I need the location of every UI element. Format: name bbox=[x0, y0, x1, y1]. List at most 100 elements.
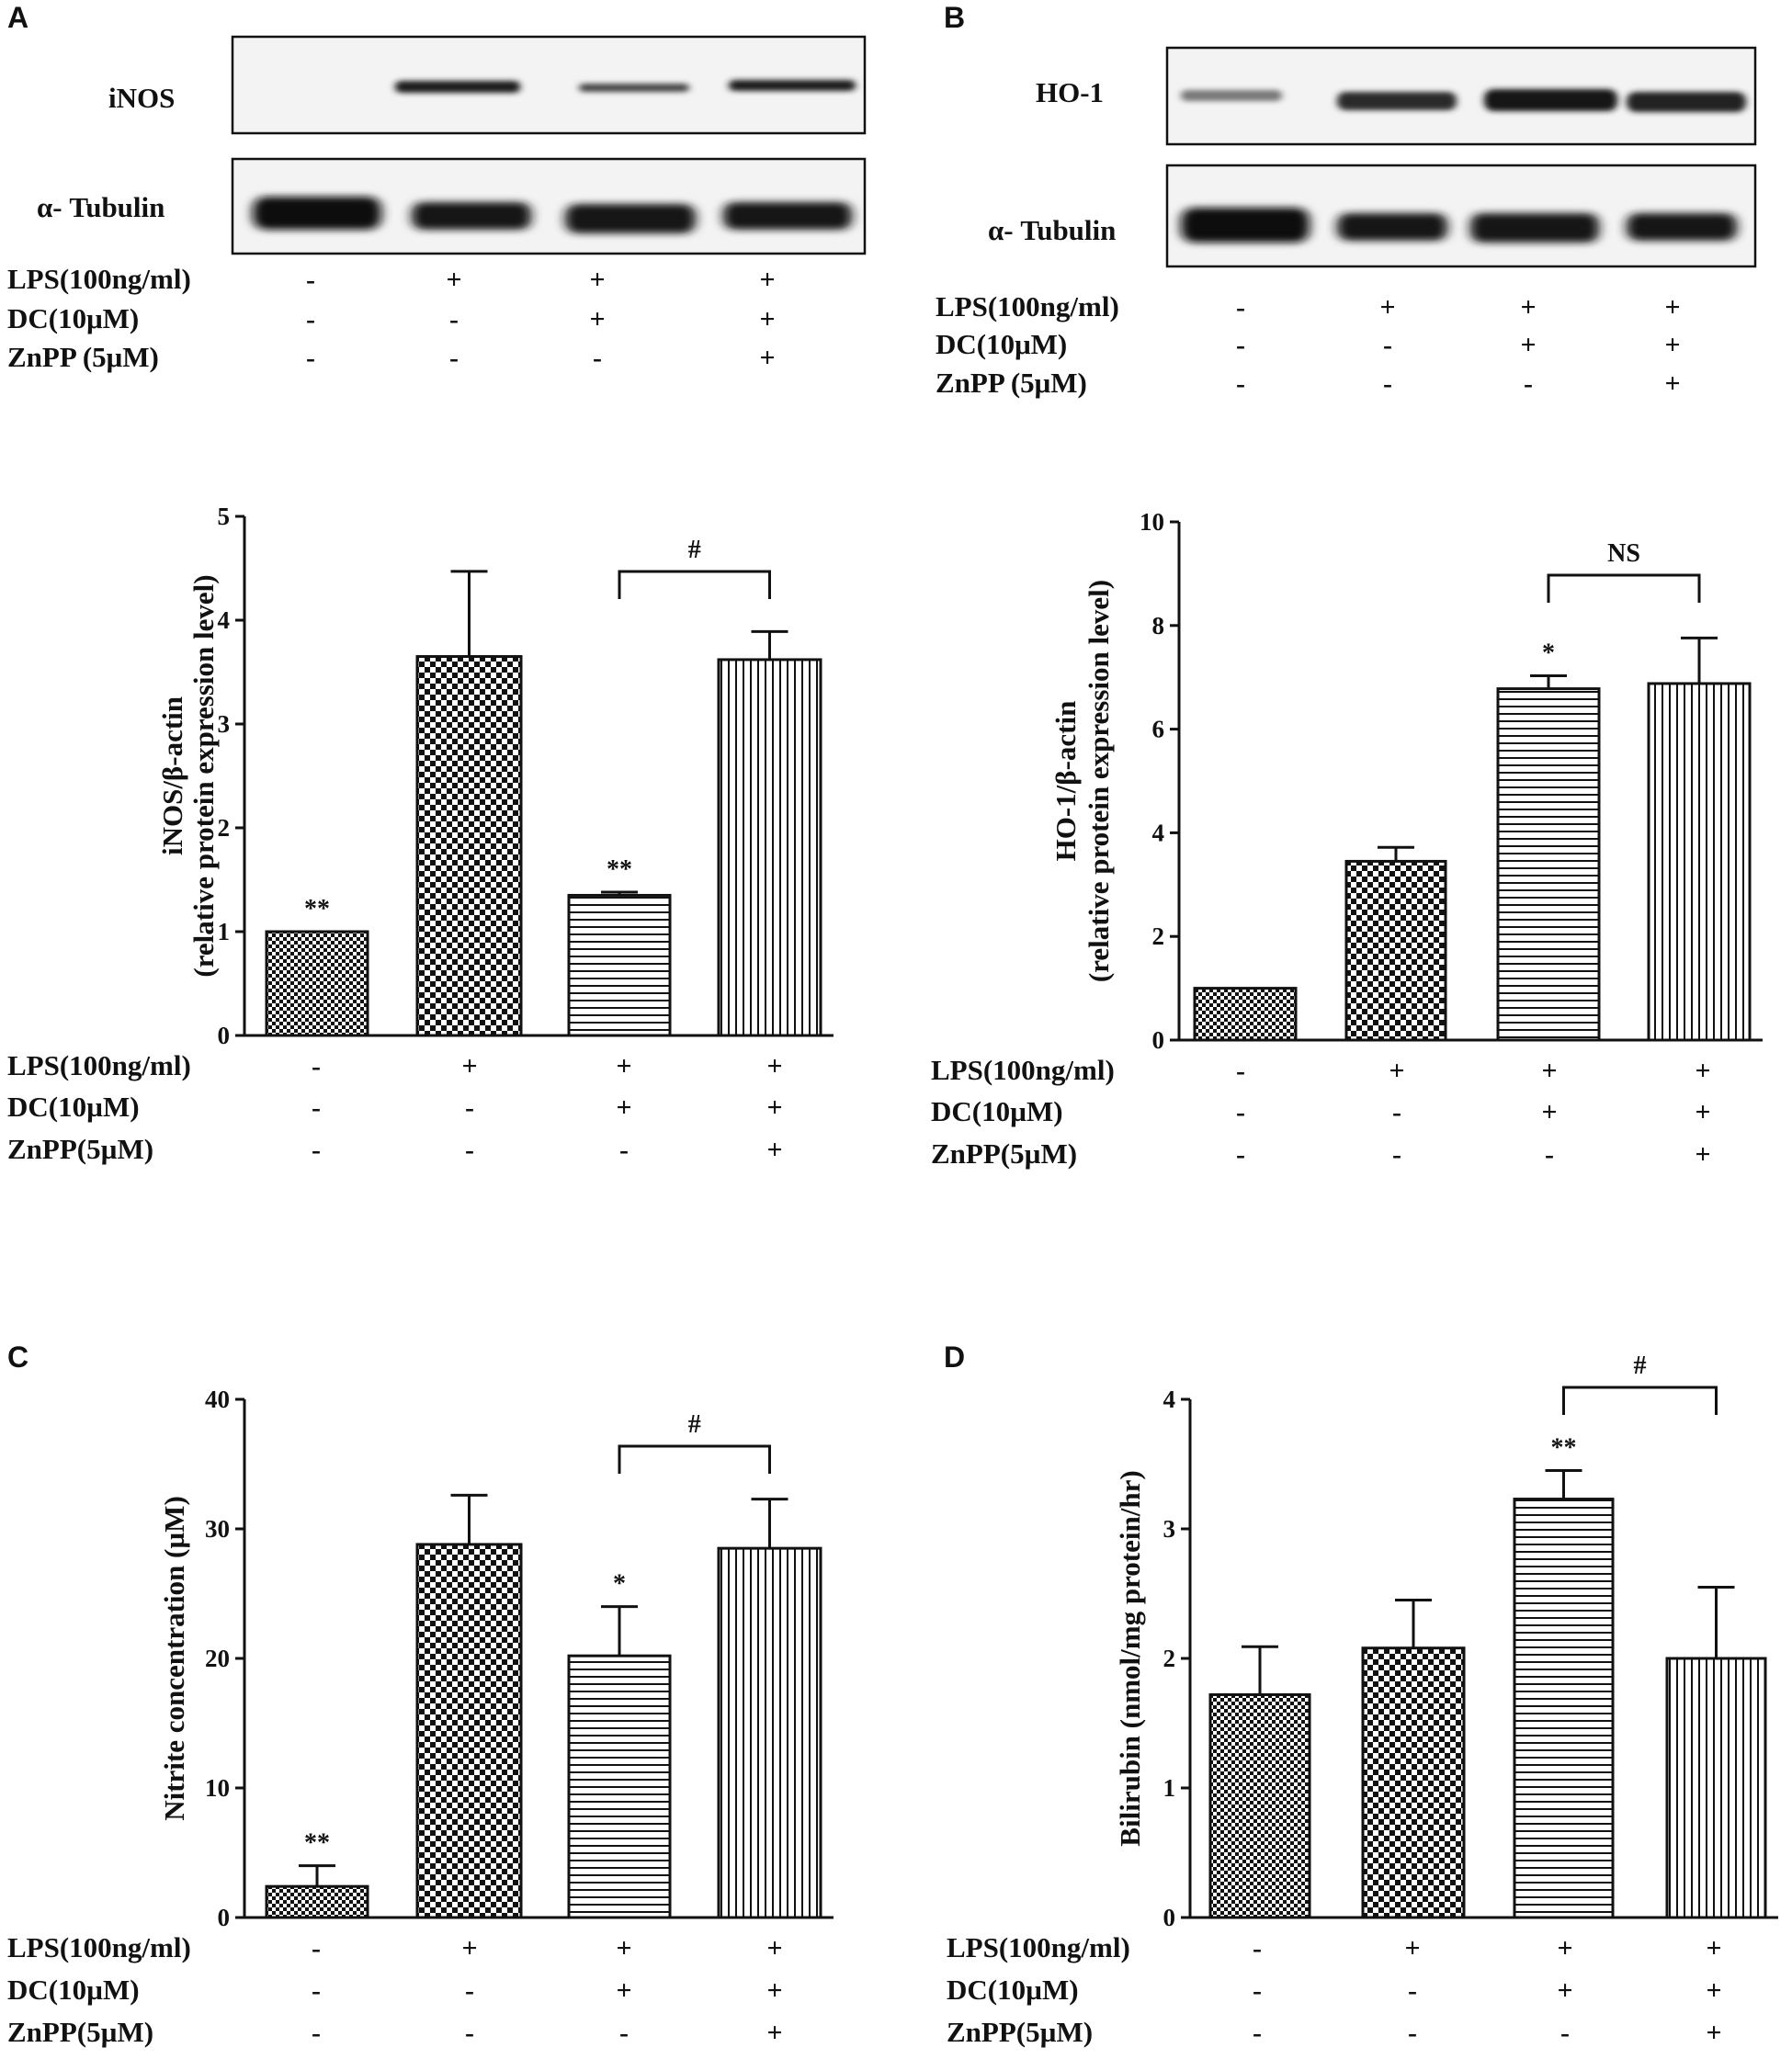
panel-label-c: C bbox=[7, 1341, 28, 1374]
y-axis-label: HO-1/β-actin bbox=[1049, 701, 1082, 862]
condition-sign: + bbox=[1706, 1975, 1721, 2006]
condition-sign: - bbox=[593, 343, 602, 373]
blot-a-loading-label: α- Tubulin bbox=[37, 191, 164, 223]
condition-sign: - bbox=[465, 2018, 474, 2048]
blot-band bbox=[253, 197, 381, 230]
condition-sign: + bbox=[1664, 330, 1680, 360]
blot-band bbox=[395, 81, 520, 93]
blot-band bbox=[1627, 92, 1746, 112]
y-tick-label: 10 bbox=[205, 1774, 230, 1802]
condition-sign: + bbox=[766, 1135, 782, 1165]
condition-sign: - bbox=[465, 1975, 474, 2006]
condition-sign: + bbox=[589, 265, 605, 295]
condition-sign: - bbox=[1545, 1139, 1554, 1170]
bar bbox=[717, 1546, 822, 1919]
y-tick-label: 40 bbox=[205, 1386, 230, 1413]
condition-sign: - bbox=[1408, 2018, 1417, 2048]
condition-sign: + bbox=[759, 343, 775, 373]
bar bbox=[1208, 1692, 1311, 1919]
condition-sign: - bbox=[1253, 1975, 1262, 2006]
bar bbox=[265, 1884, 369, 1919]
condition-sign: + bbox=[766, 2018, 782, 2048]
condition-sign: - bbox=[1236, 1097, 1245, 1127]
condition-sign: - bbox=[312, 1051, 321, 1081]
condition-sign: + bbox=[759, 265, 775, 295]
y-tick-label: 0 bbox=[1163, 1904, 1176, 1931]
y-axis-label: Bilirubin (nmol/mg protein/hr) bbox=[1114, 1470, 1146, 1846]
condition-sign: - bbox=[1236, 292, 1245, 322]
condition-label-dc: DC(10μM) bbox=[936, 328, 1067, 360]
bar bbox=[415, 655, 523, 1037]
y-tick-label: 2 bbox=[1152, 922, 1165, 950]
bracket-label: NS bbox=[1607, 539, 1640, 568]
bracket-label: # bbox=[1634, 1352, 1647, 1380]
bar bbox=[567, 1654, 672, 1919]
condition-sign: - bbox=[312, 1933, 321, 1963]
significance-marker: ** bbox=[304, 1829, 330, 1858]
panel-label-a: A bbox=[7, 1, 28, 34]
condition-sign: + bbox=[616, 1933, 631, 1963]
condition-sign: + bbox=[759, 304, 775, 334]
condition-sign: - bbox=[1253, 1933, 1262, 1963]
bar bbox=[1647, 682, 1752, 1042]
condition-label-dc: DC(10µM) bbox=[7, 1091, 140, 1123]
y-axis-label-sub: (relative protein expression level) bbox=[187, 574, 220, 977]
condition-table-chart-b: LPS(100ng/ml) - + + + DC(10µM) - - + + ZnPP(5µM) - -… bbox=[931, 1054, 1711, 1170]
y-tick-label: 0 bbox=[1152, 1026, 1165, 1054]
generated-content: LPS(100ng/ml) - + + + DC(10μM) - - + + ZnPP (5μM) -… bbox=[7, 263, 1778, 2048]
y-tick-label: 3 bbox=[1163, 1515, 1176, 1543]
blot-b: HO-1 α- Tubulin bbox=[988, 46, 1757, 268]
condition-sign: + bbox=[616, 1092, 631, 1123]
condition-sign: + bbox=[1695, 1139, 1710, 1170]
bar bbox=[415, 1543, 523, 1919]
condition-sign: - bbox=[1383, 368, 1392, 399]
bar bbox=[1361, 1646, 1466, 1919]
significance-bracket bbox=[618, 1444, 771, 1474]
significance-marker: * bbox=[1542, 639, 1555, 668]
condition-sign: - bbox=[1236, 1139, 1245, 1170]
y-tick-label: 8 bbox=[1152, 612, 1165, 639]
condition-sign: + bbox=[1706, 2018, 1721, 2048]
bar bbox=[1193, 987, 1298, 1042]
condition-label-lps: LPS(100ng/ml) bbox=[7, 1049, 191, 1081]
chart-d: 0 1 2 3 4 Bilirubin (nmol/mg protein/hr) ** # bbox=[1114, 1352, 1778, 1931]
bar bbox=[1344, 859, 1447, 1042]
blot-a-target-label: iNOS bbox=[108, 82, 175, 114]
blot-band bbox=[1484, 89, 1617, 111]
bar bbox=[1665, 1657, 1767, 1919]
condition-label-dc: DC(10µM) bbox=[947, 1974, 1079, 2006]
condition-sign: - bbox=[1253, 2018, 1262, 2048]
blot-a: iNOS α- Tubulin bbox=[37, 35, 867, 255]
condition-sign: + bbox=[1541, 1097, 1557, 1127]
condition-sign: + bbox=[1695, 1056, 1710, 1086]
y-tick-label: 6 bbox=[1152, 716, 1165, 743]
condition-sign: + bbox=[1541, 1056, 1557, 1086]
condition-sign: + bbox=[1379, 292, 1395, 322]
condition-label-dc: DC(10µM) bbox=[931, 1095, 1063, 1127]
y-axis-label-sub: (relative protein expression level) bbox=[1083, 580, 1115, 982]
condition-sign: + bbox=[1557, 1933, 1572, 1963]
condition-sign: - bbox=[1408, 1975, 1417, 2006]
blot-band bbox=[1181, 90, 1282, 101]
condition-label-lps: LPS(100ng/ml) bbox=[947, 1931, 1130, 1963]
condition-sign: + bbox=[616, 1975, 631, 2006]
blot-band bbox=[1627, 213, 1737, 241]
condition-sign: - bbox=[465, 1135, 474, 1165]
blot-band bbox=[723, 202, 852, 230]
condition-sign: + bbox=[446, 265, 461, 295]
blot-band bbox=[1337, 213, 1447, 241]
condition-sign: - bbox=[465, 1092, 474, 1123]
condition-sign: - bbox=[1560, 2018, 1570, 2048]
condition-sign: - bbox=[1392, 1097, 1401, 1127]
bar bbox=[567, 893, 672, 1037]
condition-sign: - bbox=[1383, 330, 1392, 360]
condition-label-znpp: ZnPP (5μM) bbox=[7, 341, 159, 373]
y-tick-label: 2 bbox=[1163, 1645, 1176, 1672]
condition-sign: + bbox=[766, 1933, 782, 1963]
bracket-label: # bbox=[688, 1410, 701, 1439]
condition-sign: + bbox=[1520, 292, 1536, 322]
y-tick-label: 3 bbox=[218, 710, 231, 738]
blot-band bbox=[729, 80, 856, 91]
